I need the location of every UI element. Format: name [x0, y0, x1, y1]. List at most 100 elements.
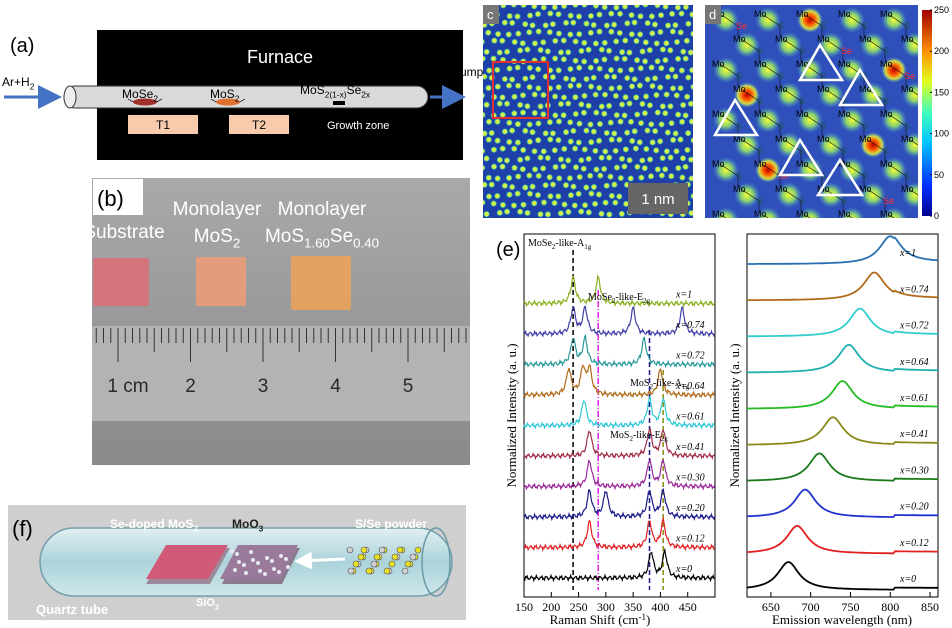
atom-spot [606, 103, 611, 108]
atom-spot [602, 166, 607, 171]
atom-spot [597, 12, 602, 17]
atom-spot [594, 167, 599, 172]
atom-label: S [757, 196, 763, 206]
atom-spot [557, 176, 562, 181]
sample [93, 258, 149, 306]
panel-f: (f)Se-doped MoS2MoO3S/Se powderQuartz tu… [8, 505, 466, 620]
atom-spot [523, 128, 528, 133]
atom-spot [678, 30, 683, 35]
atom-spot [593, 92, 598, 97]
atom-spot [591, 184, 596, 189]
text-part: Se [347, 83, 362, 97]
atom-spot [604, 183, 609, 188]
atom-spot [545, 49, 550, 54]
atom-spot [586, 47, 591, 52]
atom-spot [602, 57, 607, 62]
atom-spot [577, 174, 582, 179]
atom-spot [617, 137, 622, 142]
atom-label: Mo [775, 34, 788, 44]
atom-spot [506, 83, 511, 88]
atom-label: S [820, 21, 826, 31]
atom-spot [568, 83, 573, 88]
atom-spot [552, 148, 557, 153]
atom-label: Mo [754, 109, 767, 119]
atom-spot [510, 184, 515, 189]
atom-spot [602, 92, 607, 97]
atom-spot [632, 20, 637, 25]
atom-spot [507, 139, 512, 144]
colorbar-label: 200 [934, 46, 949, 56]
atom-label: Mo [712, 159, 725, 169]
atom-spot [625, 75, 630, 80]
atom-spot [525, 156, 530, 161]
atom-spot [674, 39, 679, 44]
atom-spot [492, 38, 497, 43]
atom-spot [688, 50, 693, 55]
atom-label: Mo [817, 34, 830, 44]
atom-spot [511, 203, 516, 208]
atom-spot [632, 129, 637, 134]
text-part: MoS [630, 378, 649, 389]
atom-spot [586, 156, 591, 161]
atom-label: Mo [754, 9, 767, 19]
atom-spot [612, 182, 617, 187]
atom-spot [486, 30, 491, 35]
atom-spot [597, 66, 602, 71]
atom-spot [612, 74, 617, 79]
atom-spot [608, 120, 613, 125]
atom-spot [668, 155, 673, 160]
atom-spot [518, 102, 523, 107]
powder-grain [384, 568, 390, 574]
atom-spot [629, 13, 634, 18]
atom-spot [495, 119, 500, 124]
atom-spot [525, 104, 530, 109]
atom-spot [568, 120, 573, 125]
atom-spot [561, 57, 566, 62]
atom-spot [609, 193, 614, 198]
atom-spot [637, 83, 642, 88]
atom-spot [504, 158, 509, 163]
atom-spot [632, 77, 637, 82]
atom-label: S [904, 171, 910, 181]
atom-label: Mo [817, 134, 830, 144]
atom-label: Mo [754, 59, 767, 69]
atom-spot [617, 30, 622, 35]
atom-label: Mo [712, 59, 725, 69]
panel-c: c1 nm [479, 2, 706, 218]
atom-spot [663, 167, 668, 172]
atom-spot [547, 30, 552, 35]
atom-spot [675, 56, 680, 61]
text-part: 2 [215, 602, 219, 611]
atom-spot [652, 76, 657, 81]
atom-spot [543, 183, 548, 188]
text-part: 2 [193, 524, 198, 534]
atom-spot [558, 211, 563, 216]
atom-spot [516, 174, 521, 179]
atom-spot [512, 146, 517, 151]
atom-spot [520, 167, 525, 172]
atom-spot [685, 94, 690, 99]
atom-spot [597, 29, 602, 34]
atom-label: Mo [775, 84, 788, 94]
atom-spot [502, 76, 507, 81]
atom-spot [678, 137, 683, 142]
text-part: 2(1-x) [325, 90, 347, 100]
atom-spot [683, 113, 688, 118]
text-part: MoSe [588, 292, 612, 303]
text-part: -like-E [615, 292, 643, 303]
atom-spot [676, 112, 681, 117]
atom-spot [628, 176, 633, 181]
atom-spot [593, 41, 598, 46]
atom-spot [658, 139, 663, 144]
text-part: Substrate [83, 222, 164, 243]
atom-spot [496, 31, 501, 36]
atom-spot [500, 38, 505, 43]
atom-spot [532, 41, 537, 46]
atom-spot [573, 95, 578, 100]
atom-spot [635, 164, 640, 169]
atom-spot [642, 166, 647, 171]
atom-label: S [820, 121, 826, 131]
atom-spot [685, 147, 690, 152]
atom-spot [576, 14, 581, 19]
atom-label: S [841, 146, 847, 156]
